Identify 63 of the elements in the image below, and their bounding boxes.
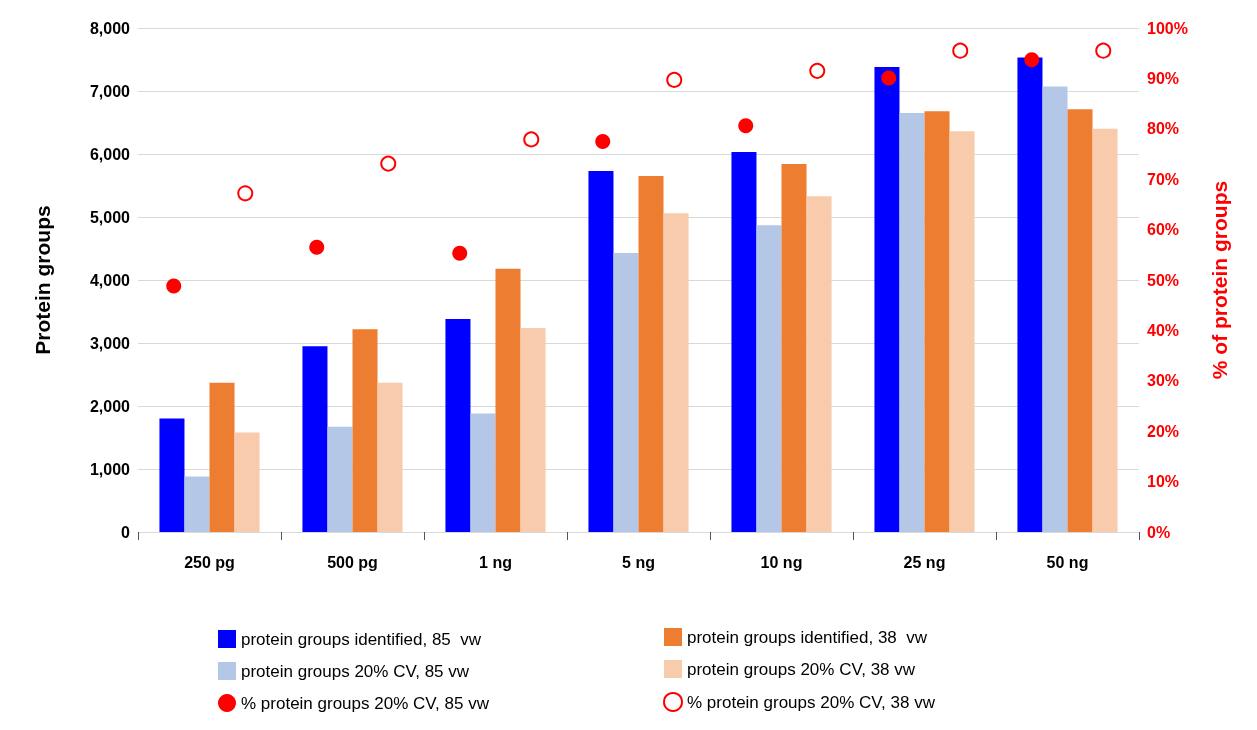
bar [520,327,546,532]
bar [588,171,614,532]
bar [377,382,403,532]
bar [899,113,925,532]
y2-tick-label: 100% [1147,19,1188,37]
bar [949,131,975,532]
y-tick-label: 2,000 [89,397,131,415]
bar [781,164,807,532]
bar [1092,128,1118,532]
bar [663,213,689,532]
bar [613,252,639,532]
x-tick-label: 25 ng [903,553,946,571]
x-tick-label: 250 pg [184,553,235,571]
bar [756,225,782,532]
legend-label: protein groups identified, 38 vw [687,627,928,647]
y2-tick-label: 10% [1147,473,1180,491]
bar [1042,86,1068,532]
bar [1067,109,1093,532]
y2-tick-label: 30% [1147,372,1180,390]
y2-tick-label: 80% [1147,120,1180,138]
y2-tick-label: 60% [1147,221,1180,239]
legend-label: % protein groups 20% CV, 85 vw [241,693,490,713]
bar [638,176,664,532]
bar [327,426,353,532]
bar [470,413,496,532]
legend-label: protein groups identified, 85 vw [241,629,482,649]
bar [234,432,260,532]
bar [445,319,471,532]
y-tick-label: 5,000 [89,208,131,226]
x-tick-label: 5 ng [622,553,655,571]
y-tick-label: 3,000 [89,334,131,352]
x-tick-label: 50 ng [1046,553,1089,571]
y-axis-title: Protein groups [31,205,54,355]
y-tick-label: 4,000 [89,271,131,289]
y2-tick-label: 0% [1147,523,1171,541]
y2-tick-label: 20% [1147,422,1180,440]
legend-label: protein groups 20% CV, 38 vw [687,659,916,679]
y2-tick-label: 70% [1147,170,1180,188]
x-tick-label: 1 ng [479,553,512,571]
y-tick-label: 7,000 [89,82,131,100]
y2-tick-label: 90% [1147,69,1180,87]
y-tick-label: 0 [121,523,131,541]
bar [1017,57,1043,532]
bar [874,67,900,532]
bar [806,196,832,532]
x-tick-label: 500 pg [327,553,378,571]
y-tick-label: 1,000 [89,460,131,478]
bar [731,152,757,532]
legend-label: % protein groups 20% CV, 38 vw [687,692,936,712]
bar [209,382,235,532]
bar [495,268,521,532]
y-tick-label: 8,000 [89,19,131,37]
y2-tick-label: 50% [1147,271,1180,289]
legend-label: protein groups 20% CV, 85 vw [241,661,470,681]
bar [302,346,328,532]
y-tick-label: 6,000 [89,145,131,163]
x-tick-label: 10 ng [760,553,803,571]
bar [352,329,378,532]
bar [184,476,210,532]
y2-axis-title: % of protein groups [1208,180,1231,380]
bar [924,111,950,532]
y2-tick-label: 40% [1147,321,1180,339]
bar [159,418,185,532]
